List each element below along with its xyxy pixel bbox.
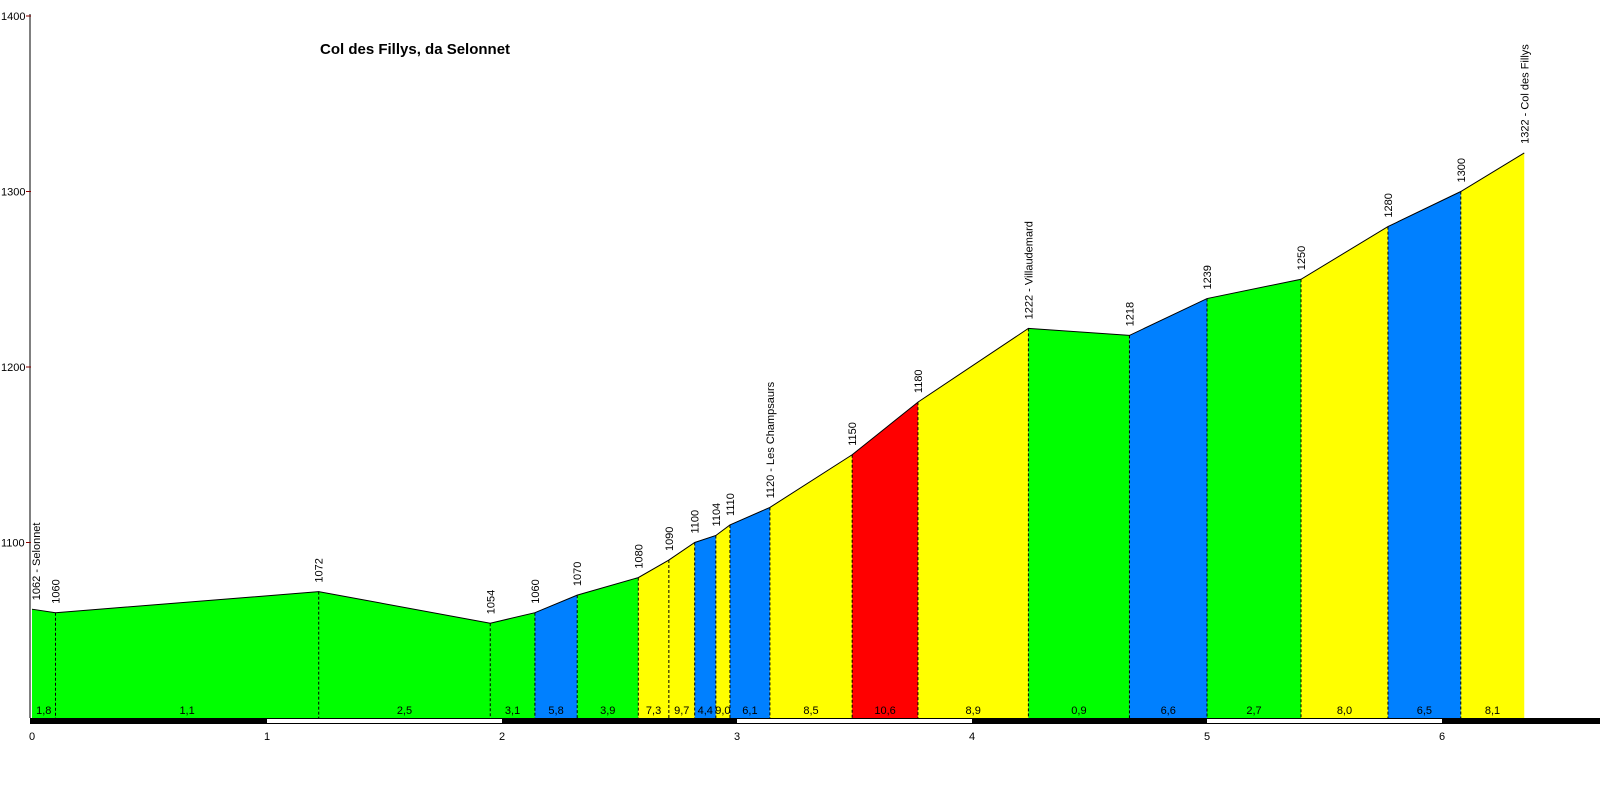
segment-dividers <box>55 191 1462 718</box>
segment-area <box>1028 328 1130 718</box>
grade-label: 7,3 <box>646 705 661 717</box>
chart-title: Col des Fillys, da Selonnet <box>320 41 510 58</box>
y-tick-label: 1300 <box>1 187 25 199</box>
grade-label: 3,9 <box>600 705 615 717</box>
segment-area <box>534 595 578 718</box>
y-tick-label: 1100 <box>1 538 25 550</box>
point-label: 1072 <box>314 558 326 582</box>
grade-label: 8,9 <box>966 705 981 717</box>
point-label: 1322 - Col des Fillys <box>1519 44 1531 144</box>
segment-area <box>852 402 918 718</box>
segment-area <box>32 609 56 718</box>
y-tick-label: 1400 <box>1 11 25 23</box>
grade-label: 8,5 <box>803 705 818 717</box>
point-label: 1054 <box>485 590 497 614</box>
profile-line-group <box>31 152 1525 624</box>
grade-label: 6,6 <box>1161 705 1176 717</box>
grade-label: 8,0 <box>1337 705 1352 717</box>
segment-area <box>769 454 853 718</box>
grade-label: 2,7 <box>1246 705 1261 717</box>
segment-area <box>694 535 716 718</box>
segment-area <box>1387 191 1461 718</box>
point-label: 1100 <box>690 510 702 534</box>
grade-label: 6,5 <box>1417 705 1432 717</box>
segment-area <box>1129 298 1207 718</box>
segment-area <box>1460 152 1525 718</box>
point-labels: 1062 - Selonnet 1060 1072 1054 1060 1070 1080 1… <box>31 44 1531 614</box>
segment-area <box>1207 279 1301 718</box>
segment-area <box>917 328 1029 718</box>
point-label: 1080 <box>633 544 645 568</box>
x-tick-label: 0 <box>29 731 35 743</box>
grade-label: 1,8 <box>36 705 51 717</box>
segment-area <box>1301 226 1388 718</box>
grade-label: 9,7 <box>674 705 689 717</box>
point-label: 1150 <box>847 422 859 446</box>
segment-area <box>490 612 535 718</box>
segment-area <box>668 542 695 718</box>
grade-label: 4,4 <box>698 705 713 717</box>
x-tick-label: 6 <box>1439 731 1445 743</box>
grade-label: 6,1 <box>742 705 757 717</box>
distance-band <box>1207 719 1442 723</box>
x-tick-label: 3 <box>734 731 740 743</box>
point-label: 1239 <box>1202 265 1214 289</box>
point-label: 1062 - Selonnet <box>31 523 43 601</box>
x-tick-label: 1 <box>264 731 270 743</box>
grade-label: 8,1 <box>1485 705 1500 717</box>
point-label: 1300 <box>1456 158 1468 182</box>
grade-label: 5,8 <box>548 705 563 717</box>
grade-labels: 1,8 1,1 2,5 3,1 5,8 3,9 7,3 9,7 4,4 9,0 6,1 8,5 10,6… <box>36 705 1500 717</box>
point-label: 1280 <box>1383 193 1395 217</box>
grade-label: 2,5 <box>397 705 412 717</box>
grade-label: 3,1 <box>505 705 520 717</box>
point-label: 1222 - Villaudemard <box>1023 221 1035 319</box>
grade-label: 1,1 <box>179 705 194 717</box>
distance-band <box>267 719 502 723</box>
point-label: 1110 <box>725 493 737 516</box>
point-label: 1060 <box>51 579 63 603</box>
point-label: 1120 - Les Champsaurs <box>765 381 777 498</box>
x-tick-label: 5 <box>1204 731 1210 743</box>
segment-area <box>729 507 770 718</box>
y-tick-label: 1200 <box>1 362 25 374</box>
segment-area <box>55 591 319 718</box>
segment-area <box>715 524 730 718</box>
point-label: 1070 <box>572 562 584 586</box>
grade-label: 9,0 <box>715 705 730 717</box>
segment-area <box>318 591 491 718</box>
y-axis: 1100 1200 1300 1400 <box>1 11 31 718</box>
point-label: 1090 <box>664 527 676 551</box>
point-label: 1250 <box>1296 246 1308 270</box>
point-label: 1218 <box>1124 302 1136 326</box>
segment-area <box>638 560 669 718</box>
grade-label: 0,9 <box>1071 705 1086 717</box>
distance-band <box>737 719 972 723</box>
point-label: 1060 <box>530 579 542 603</box>
segment-area <box>577 577 639 718</box>
point-label: 1104 <box>711 503 723 527</box>
profile-line <box>31 152 1525 624</box>
x-axis: 0 1 2 3 4 5 6 <box>29 718 1600 743</box>
segment-areas <box>32 152 1525 718</box>
x-tick-label: 4 <box>969 731 975 743</box>
grade-label: 10,6 <box>874 705 895 717</box>
point-label: 1180 <box>913 369 925 393</box>
x-tick-label: 2 <box>499 731 505 743</box>
